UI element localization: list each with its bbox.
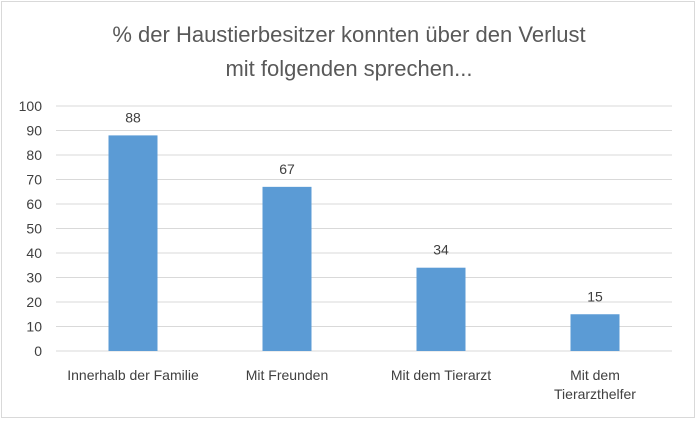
y-tick-label: 80 [26,147,42,163]
gridlines [56,105,672,352]
y-tick-label: 100 [19,98,43,114]
x-tick-label: Mit dem [570,367,620,383]
y-axis-ticks: 0 10 20 30 40 50 60 70 80 90 100 [19,98,43,359]
data-label: 15 [587,288,603,304]
y-tick-label: 20 [26,294,42,310]
y-tick-label: 90 [26,123,42,139]
y-tick-label: 70 [26,172,42,188]
x-tick-label: Mit Freunden [246,367,328,383]
data-label: 34 [433,242,449,258]
y-tick-label: 50 [26,221,42,237]
bar [416,267,466,351]
chart-title-line: % der Haustierbesitzer konnten über den … [112,22,585,47]
chart-title: % der Haustierbesitzer konnten über den … [112,22,585,81]
data-labels: 88 67 34 15 [125,109,603,304]
chart-title-line: mit folgenden sprechen... [225,56,472,81]
x-axis-ticks: Innerhalb der Familie Mit Freunden Mit dem… [67,367,636,402]
y-tick-label: 40 [26,245,42,261]
bar [108,135,158,351]
y-tick-label: 0 [34,343,42,359]
x-tick-label: Mit dem Tierarzt [391,367,491,383]
bar [262,186,312,351]
x-tick-label: Tierarzthelfer [554,386,636,402]
y-tick-label: 10 [26,319,42,335]
y-tick-label: 30 [26,270,42,286]
data-label: 88 [125,109,141,125]
data-label: 67 [279,161,295,177]
bars [108,135,620,351]
bar [570,314,620,351]
x-tick-label: Innerhalb der Familie [67,367,199,383]
y-tick-label: 60 [26,196,42,212]
